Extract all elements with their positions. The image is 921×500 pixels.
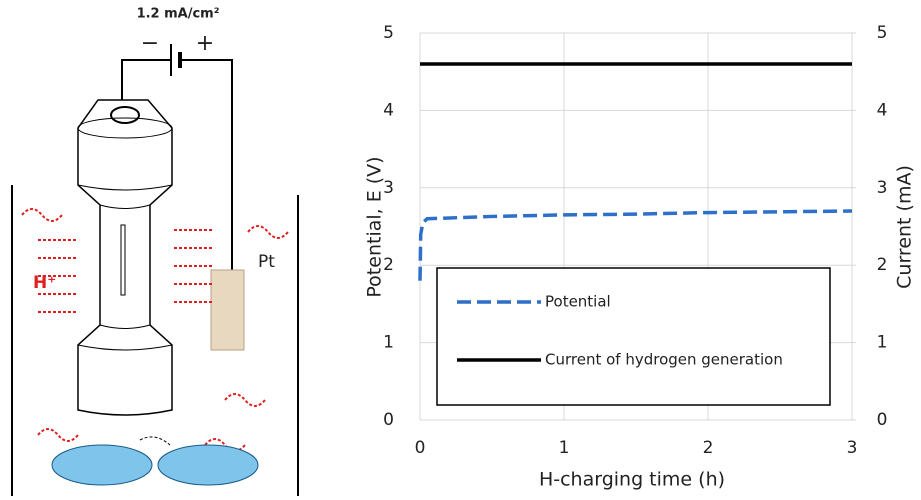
y2-tick-label: 5: [877, 23, 888, 43]
y-tick-label: 2: [383, 255, 394, 275]
specimen-edge: [77, 117, 173, 139]
legend-label: Potential: [545, 293, 611, 311]
pt-electrode: [210, 269, 245, 351]
y2-tick-label: 0: [877, 410, 888, 430]
y2-tick-label: 4: [877, 100, 888, 120]
specimen-hole: [110, 106, 140, 124]
y-axis-title: Potential, E (V): [364, 156, 386, 297]
fracture-lobe: [157, 444, 259, 486]
y2-tick-label: 1: [877, 333, 888, 353]
fracture-lobe: [51, 444, 153, 486]
diagram: 1.2 mA/cm² − + Pt H⁺: [11, 7, 299, 496]
pt-label: Pt: [258, 252, 275, 272]
y-tick-label: 3: [383, 178, 394, 198]
y2-tick-label: 2: [877, 255, 888, 275]
series-line: [418, 209, 853, 281]
wire: [121, 59, 171, 118]
minus-sign: −: [141, 31, 159, 56]
wire: [180, 59, 233, 272]
chart: H-charging time (h) Potential, E (V) Cur…: [364, 23, 916, 491]
specimen-edge: [77, 184, 173, 351]
legend-box: [436, 267, 831, 406]
y-tick-label: 1: [383, 333, 394, 353]
plus-sign: +: [196, 31, 214, 56]
y-tick-label: 4: [383, 100, 394, 120]
current-density: 1.2 mA/cm²: [137, 7, 220, 22]
x-tick-label: 2: [703, 438, 714, 458]
x-axis-title: H-charging time (h): [539, 469, 725, 491]
x-tick-label: 0: [415, 438, 426, 458]
x-tick-label: 1: [559, 438, 570, 458]
y2-tick-label: 3: [877, 178, 888, 198]
y-tick-label: 5: [383, 23, 394, 43]
x-tick-label: 3: [847, 438, 858, 458]
ion-label: H⁺: [33, 273, 56, 293]
y-tick-label: 0: [383, 410, 394, 430]
slit: [120, 224, 126, 296]
arrow: [139, 436, 171, 446]
legend-label: Current of hydrogen generation: [545, 351, 783, 369]
y2-axis-title: Current (mA): [894, 165, 916, 289]
